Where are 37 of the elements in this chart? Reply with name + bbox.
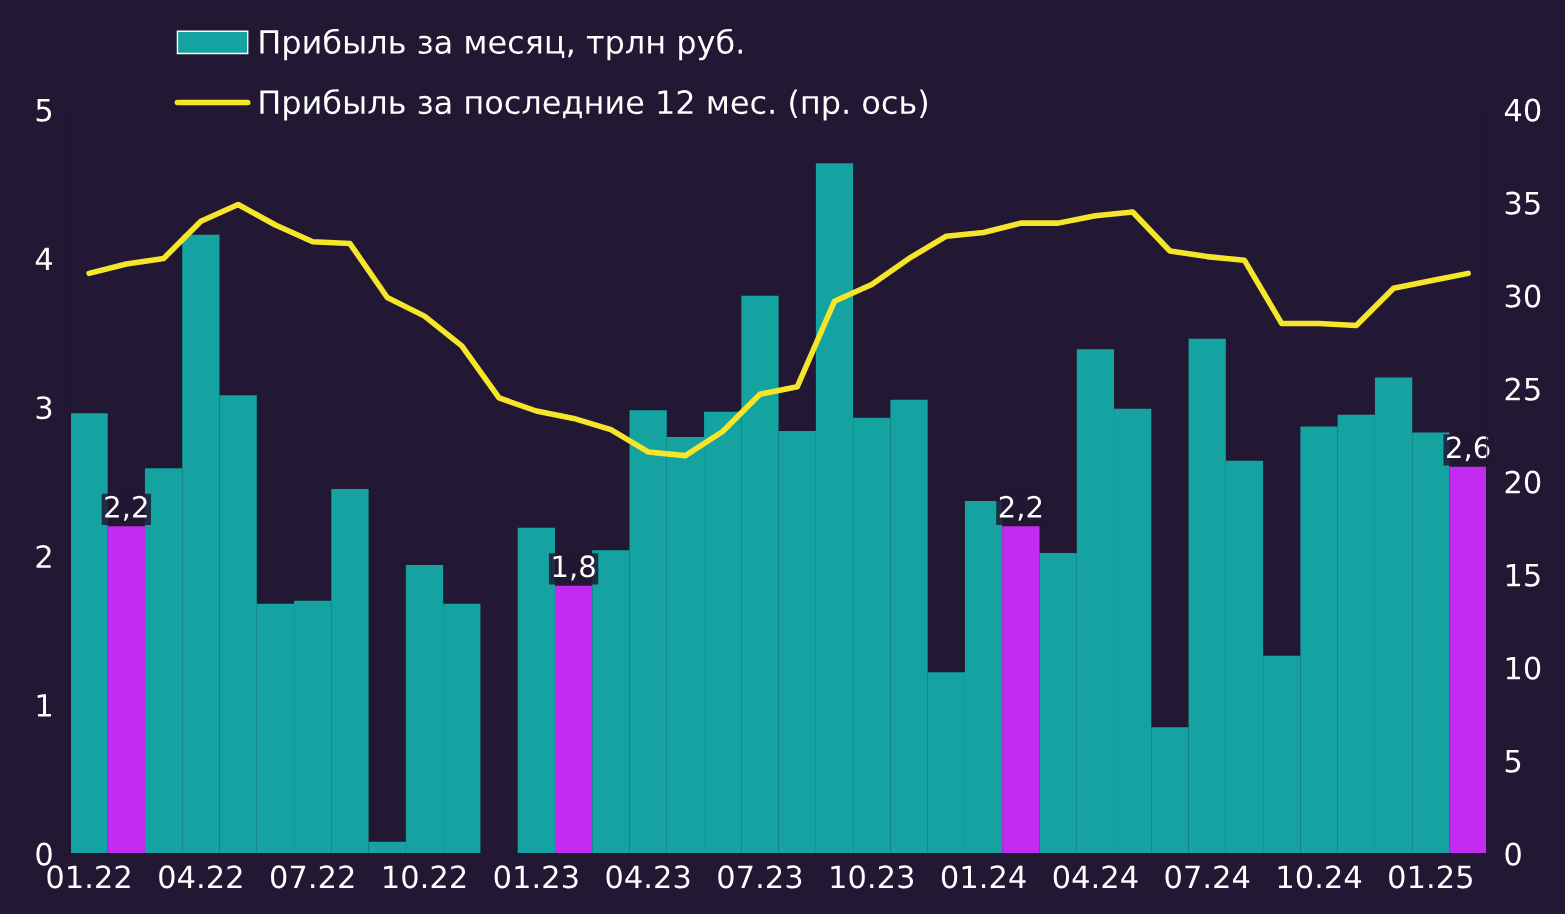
x-tick-label: 01.25 [1389,865,1472,889]
x-tick-label: 10.24 [1278,865,1362,889]
y2-tick-label: 15 [1506,564,1540,587]
y2-tick-label: 5 [1505,750,1521,773]
data-label: 2,6 [1447,436,1490,462]
x-tick-label: 01.24 [941,865,1026,889]
y2-tick-label: 35 [1505,191,1540,215]
legend-label: Прибыль за последние 12 мес. (пр. ось) [260,88,927,121]
bar [1002,526,1040,854]
x-tick-label: 10.22 [384,865,466,889]
y-tick-label: 4 [35,247,53,271]
y-tick-label: 1 [37,694,51,717]
y2-tick-label: 25 [1505,377,1540,401]
x-tick-label: 04.22 [159,865,242,889]
data-label: 1,8 [553,555,595,581]
legend-label: Прибыль за месяц, трлн руб. [260,28,742,61]
y2-tick-label: 40 [1504,98,1541,122]
x-tick-label: 07.22 [270,865,354,889]
data-label: 2,2 [105,495,147,521]
y-tick-label: 2 [36,545,51,568]
x-tick-label: 01.22 [47,865,130,889]
x-tick-label: 04.23 [606,865,690,889]
bar [517,527,555,854]
bar [1449,466,1487,854]
y-tick-label: 3 [36,396,52,420]
x-tick-label: 04.24 [1053,865,1138,889]
data-label: 2,2 [999,495,1042,521]
x-tick-label: 07.23 [718,865,802,889]
y2-tick-label: 20 [1505,470,1541,494]
x-tick-label: 01.23 [494,865,578,889]
y2-tick-label: 0 [1505,842,1521,866]
y-tick-label: 0 [36,842,52,866]
x-tick-label: 07.24 [1165,865,1250,889]
y2-tick-label: 10 [1506,656,1541,680]
y2-tick-label: 30 [1505,284,1541,308]
x-tick-label: 10.23 [831,865,914,889]
y-tick-label: 5 [36,99,52,122]
